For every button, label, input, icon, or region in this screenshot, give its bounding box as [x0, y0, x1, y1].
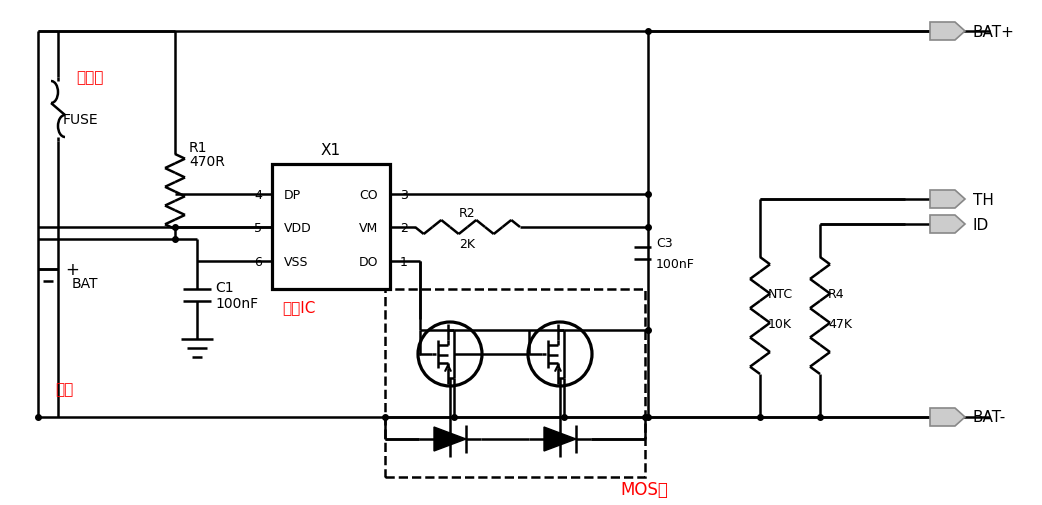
Text: 2K: 2K: [460, 237, 475, 250]
Text: BAT: BAT: [72, 276, 99, 290]
Text: 3: 3: [400, 188, 407, 201]
Text: 控制IC: 控制IC: [282, 300, 316, 315]
Text: CO: CO: [359, 188, 378, 201]
Text: R2: R2: [460, 206, 476, 219]
Text: TH: TH: [973, 192, 994, 207]
Text: VM: VM: [358, 221, 378, 234]
Text: ID: ID: [973, 217, 989, 232]
Text: 100nF: 100nF: [656, 258, 695, 271]
Text: MOS管: MOS管: [620, 480, 668, 498]
Text: X1: X1: [321, 142, 341, 157]
Text: 470R: 470R: [189, 155, 225, 169]
Text: VSS: VSS: [284, 255, 308, 268]
Text: BAT+: BAT+: [973, 24, 1015, 39]
Polygon shape: [931, 190, 965, 209]
Text: R1: R1: [189, 141, 207, 155]
Text: DO: DO: [358, 255, 378, 268]
Bar: [384, 289, 645, 477]
Text: C3: C3: [656, 236, 673, 249]
Text: NTC: NTC: [768, 288, 793, 301]
Bar: [272, 165, 390, 289]
Text: R4: R4: [828, 288, 845, 301]
Text: 保险丝: 保险丝: [76, 70, 103, 85]
Text: VDD: VDD: [284, 221, 312, 234]
Text: 5: 5: [254, 221, 262, 234]
Text: +: +: [65, 261, 79, 278]
Text: 47K: 47K: [828, 318, 852, 331]
Polygon shape: [931, 408, 965, 426]
Text: FUSE: FUSE: [63, 113, 99, 127]
Polygon shape: [435, 427, 466, 451]
Text: 电芯: 电芯: [55, 382, 73, 397]
Polygon shape: [544, 427, 576, 451]
Text: 1: 1: [400, 255, 407, 268]
Polygon shape: [931, 23, 965, 41]
Polygon shape: [931, 216, 965, 233]
Text: 6: 6: [254, 255, 262, 268]
Text: C1: C1: [215, 280, 233, 294]
Text: BAT-: BAT-: [973, 410, 1007, 425]
Text: 4: 4: [254, 188, 262, 201]
Text: DP: DP: [284, 188, 301, 201]
Text: 2: 2: [400, 221, 407, 234]
Text: 100nF: 100nF: [215, 296, 258, 311]
Text: 10K: 10K: [768, 318, 792, 331]
